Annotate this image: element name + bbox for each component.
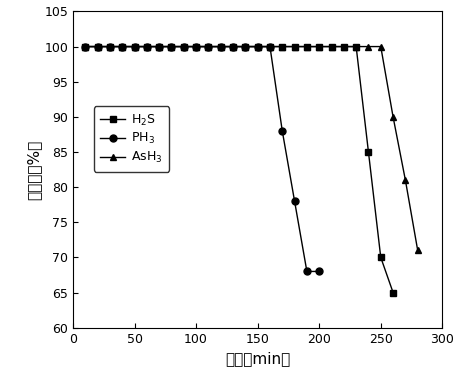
Legend: H$_2$S, PH$_3$, AsH$_3$: H$_2$S, PH$_3$, AsH$_3$	[94, 106, 169, 171]
X-axis label: 时间（min）: 时间（min）	[224, 351, 290, 366]
Y-axis label: 脱除率（%）: 脱除率（%）	[26, 139, 41, 200]
